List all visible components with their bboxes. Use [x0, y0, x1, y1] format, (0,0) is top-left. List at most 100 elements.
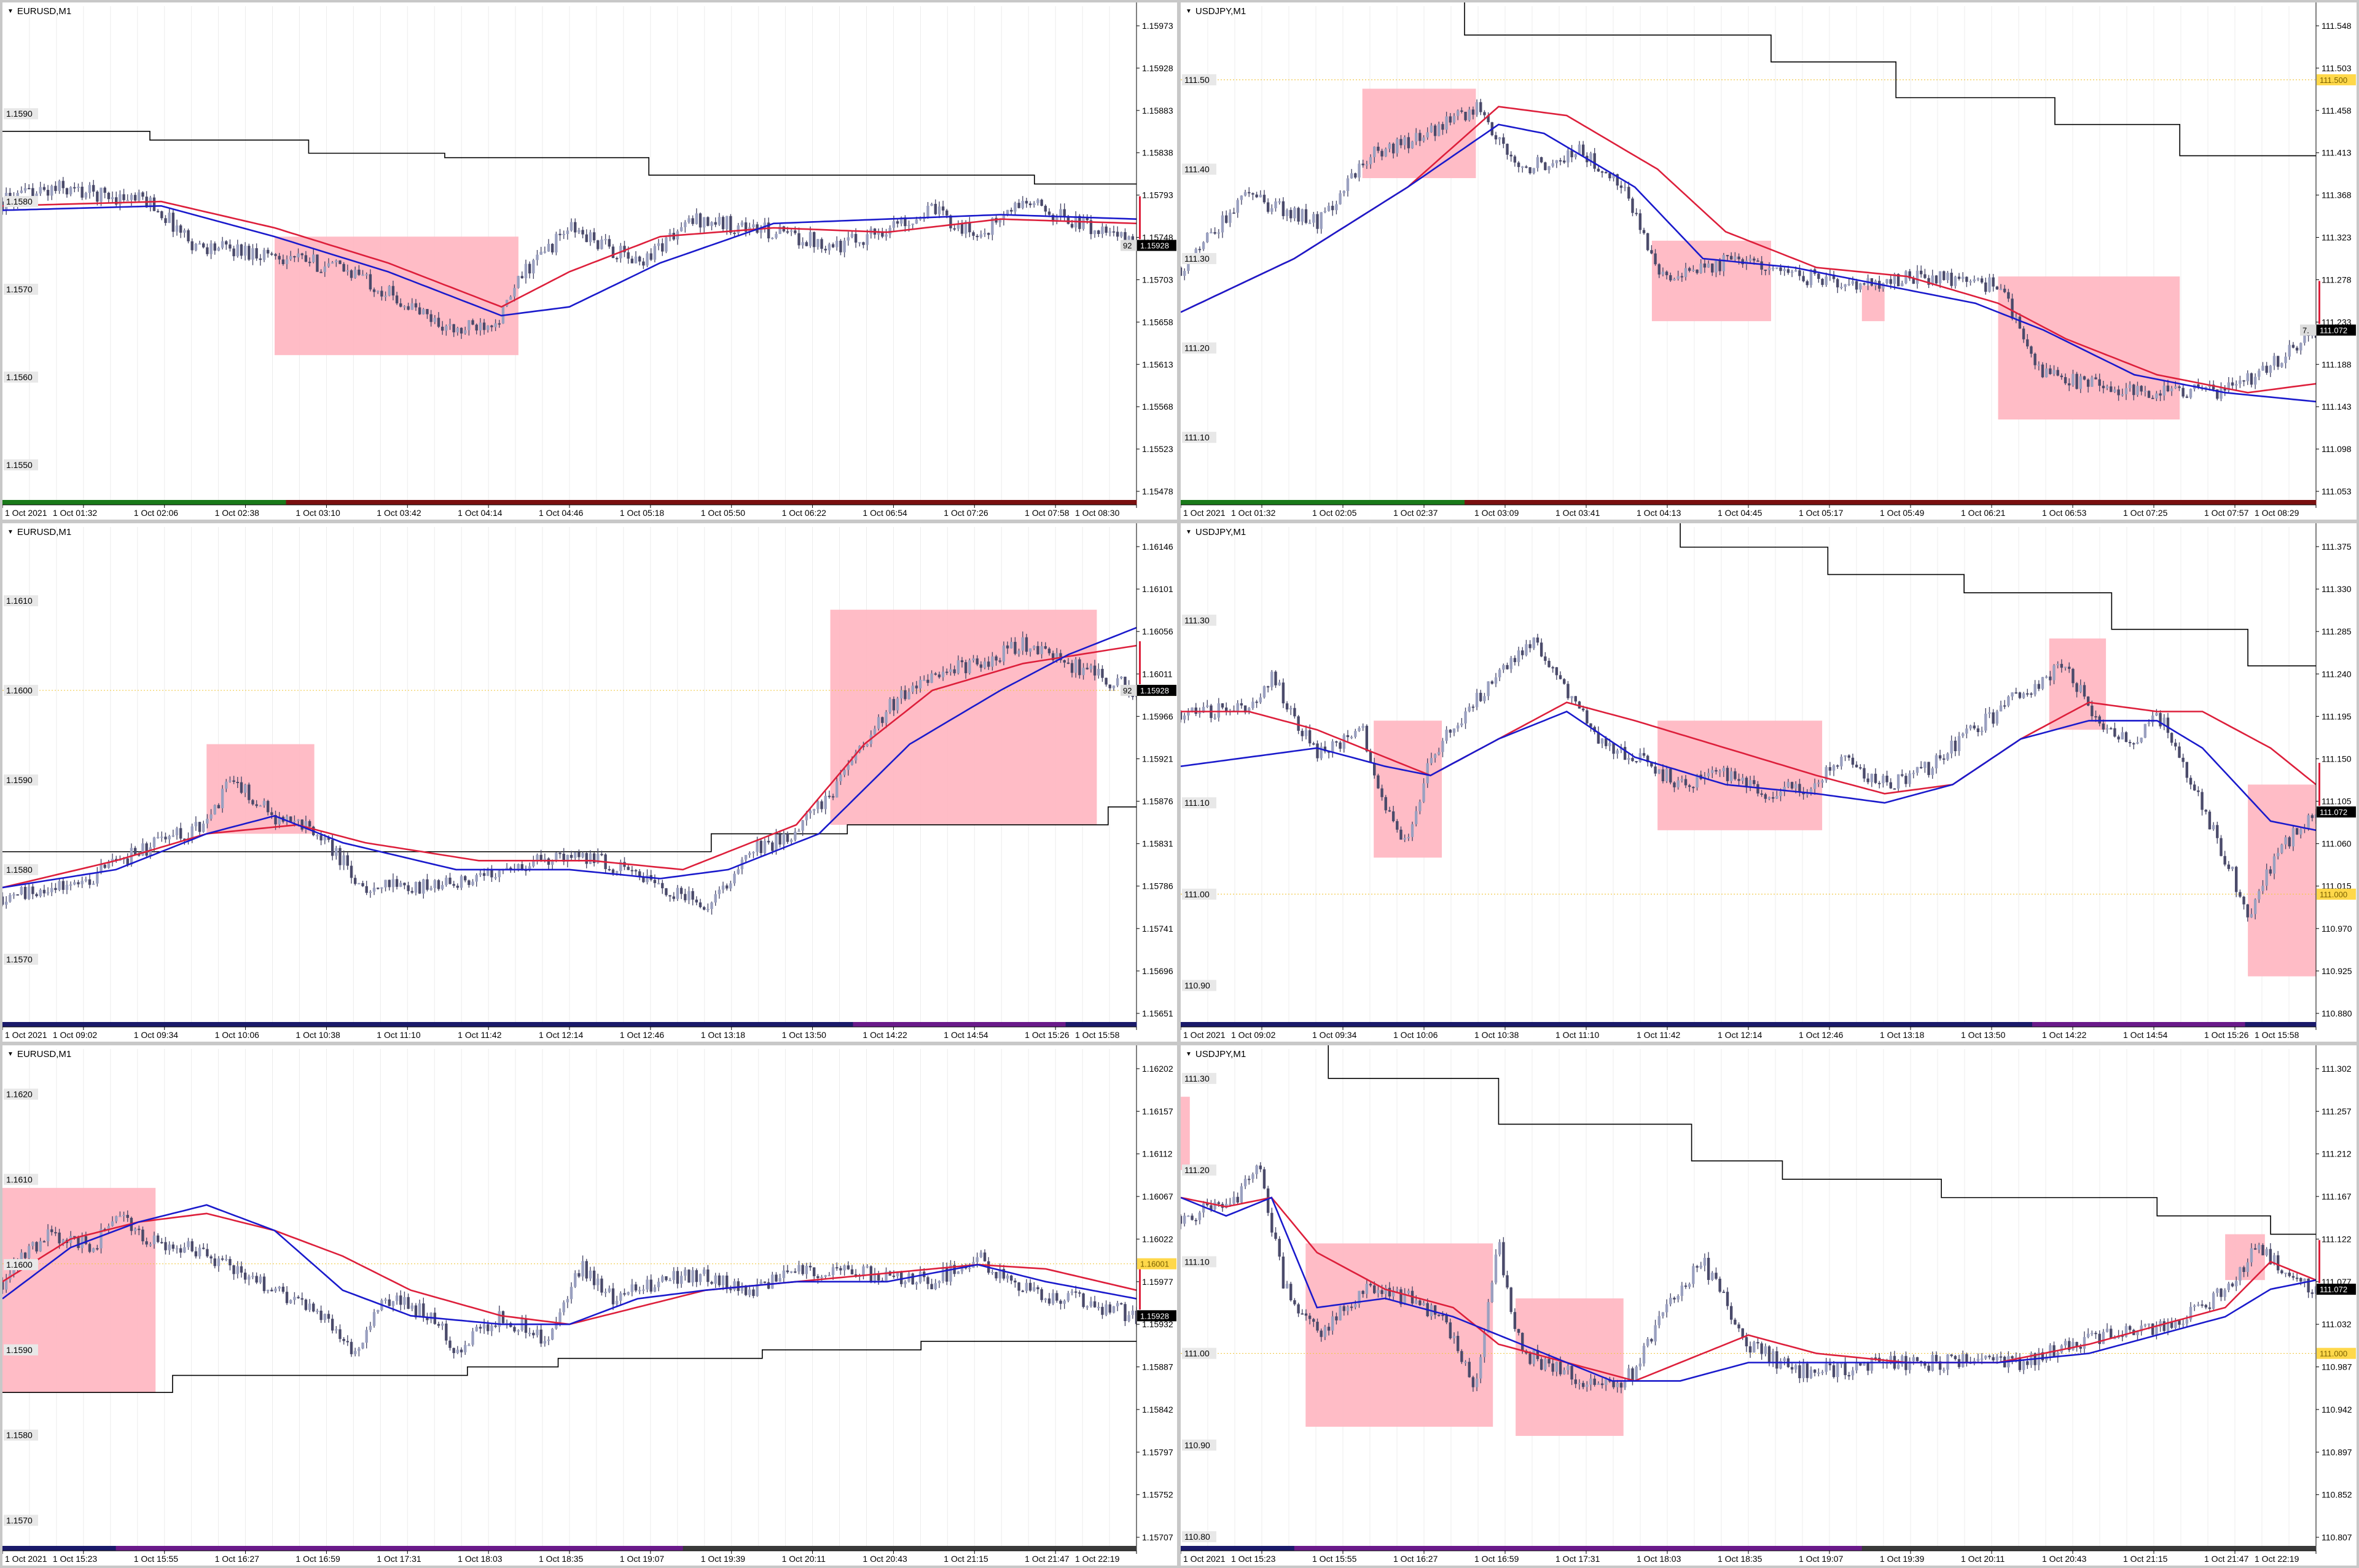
chart-svg[interactable]: 1.159731.159281.158831.158381.157931.157…	[2, 2, 1177, 520]
candle-body	[702, 1270, 706, 1274]
candle-body	[1957, 736, 1961, 752]
candle-body	[225, 1258, 228, 1260]
candle-body	[175, 1248, 179, 1250]
candle-body	[877, 1273, 880, 1281]
candle-body	[2197, 384, 2200, 388]
candle-body	[2049, 676, 2052, 681]
left-tick-label: 1.1590	[6, 775, 33, 785]
candle-body	[1673, 782, 1676, 787]
candle-body	[1449, 1322, 1452, 1338]
candle-body	[1293, 708, 1296, 717]
candle-body	[1619, 185, 1623, 188]
candle-body	[471, 1331, 474, 1345]
chart-svg[interactable]: 111.548111.503111.458111.413111.368111.3…	[1181, 2, 2357, 520]
candle-body	[1449, 116, 1452, 123]
left-label-bg	[1182, 797, 1216, 809]
candle-body	[2208, 811, 2212, 830]
candle-body	[1422, 783, 1425, 802]
right-tick-label: 1.16101	[1142, 584, 1173, 594]
candle-body	[1544, 162, 1547, 170]
candle-body	[1028, 1282, 1032, 1291]
left-label-bg	[4, 774, 38, 786]
candle-body	[1551, 667, 1554, 669]
candle-body	[979, 1252, 983, 1258]
candle-body	[248, 1276, 251, 1280]
candle-body	[152, 197, 156, 211]
candle-body	[2, 896, 4, 905]
candle-body	[1399, 1289, 1402, 1305]
chart-panel-usdjpy-2[interactable]: 111.375 111.330 111.285 111.240 111.195 111.1…	[1181, 523, 2357, 1042]
candle-body	[50, 887, 53, 892]
session-segment	[1465, 1022, 1536, 1027]
chart-panel-usdjpy-3[interactable]: 111.302 111.257 111.212 111.167 111.122 111.0…	[1181, 1045, 2357, 1566]
candle-body	[634, 870, 638, 872]
session-segment	[711, 500, 783, 505]
candle-body	[149, 1244, 152, 1246]
chart-panel-eurusd-2[interactable]: 1.16146 1.16101 1.16056 1.16011 1.15966 1.159…	[2, 523, 1177, 1042]
candle-body	[122, 194, 125, 200]
candle-body	[1847, 284, 1850, 286]
chart-svg[interactable]: 1.162021.161571.161121.160671.160221.159…	[2, 1045, 1177, 1566]
chart-svg[interactable]: 1.161461.161011.160561.160111.159661.159…	[2, 523, 1177, 1042]
candle-body	[831, 244, 835, 248]
candle-body	[323, 837, 326, 841]
ma-fast-line	[1181, 1196, 2317, 1382]
candle-body	[460, 327, 463, 334]
candle-body	[1221, 215, 1224, 233]
left-tick-label: 1.1580	[6, 1430, 33, 1440]
candle-body	[789, 840, 793, 842]
right-tick-label: 1.15973	[1142, 21, 1173, 31]
candle-body	[1396, 1289, 1399, 1291]
candle-body	[316, 1311, 319, 1313]
candle-body	[1688, 268, 1691, 271]
session-segment	[1961, 500, 2033, 505]
candle-body	[1342, 191, 1345, 193]
candle-body	[380, 291, 383, 297]
right-axis-bg	[2316, 1045, 2357, 1566]
candle-body	[1760, 793, 1763, 795]
chart-panel-eurusd-1[interactable]: 1.15973 1.15928 1.15883 1.15838 1.15793 1.157…	[2, 2, 1177, 520]
candle-body	[2117, 736, 2120, 739]
candle-body	[1654, 253, 1657, 265]
candle-body	[31, 188, 34, 203]
candle-body	[414, 882, 418, 893]
candle-body	[642, 876, 645, 883]
candle-body	[1809, 789, 1813, 794]
candle-body	[2060, 663, 2064, 668]
candle-body	[2132, 384, 2135, 396]
session-segment	[1323, 1022, 1394, 1027]
candle-body	[1855, 765, 1858, 768]
candle-body	[353, 269, 357, 278]
candle-body	[1600, 171, 1604, 173]
candle-body	[1384, 1287, 1387, 1294]
candle-body	[2132, 743, 2135, 745]
chart-panel-usdjpy-1[interactable]: 111.548 111.503 111.458 111.413 111.368 111.3…	[1181, 2, 2357, 520]
chart-panel-eurusd-3[interactable]: 1.16202 1.16157 1.16112 1.16067 1.16022 1.159…	[2, 1045, 1177, 1566]
candle-body	[183, 1247, 186, 1253]
candle-body	[627, 867, 630, 870]
candle-body	[2124, 388, 2128, 394]
candle-body	[520, 864, 524, 870]
chart-svg[interactable]: 111.302111.257111.212111.167111.122111.0…	[1181, 1045, 2357, 1566]
candle-body	[1025, 1282, 1028, 1291]
candle-body	[1711, 770, 1714, 773]
candle-body	[1915, 1357, 1919, 1362]
candle-body	[2250, 1248, 2253, 1263]
candle-body	[1942, 758, 1946, 760]
chart-svg[interactable]: 111.375111.330111.285111.240111.195111.1…	[1181, 523, 2357, 1042]
candle-body	[1422, 1303, 1425, 1305]
candle-body	[805, 1266, 808, 1274]
candle-body	[1006, 209, 1009, 216]
candle-body	[2117, 389, 2120, 396]
candle-body	[862, 1266, 865, 1275]
candle-body	[581, 852, 584, 857]
candle-body	[1844, 1363, 1847, 1375]
candle-body	[206, 819, 209, 824]
candle-body	[532, 860, 535, 867]
left-tick-label: 110.90	[1184, 981, 1210, 991]
candle-body	[395, 879, 399, 887]
candle-body	[1962, 733, 1965, 736]
candle-body	[2159, 1321, 2162, 1327]
candle-body	[1578, 144, 1581, 155]
candle-body	[520, 276, 524, 279]
